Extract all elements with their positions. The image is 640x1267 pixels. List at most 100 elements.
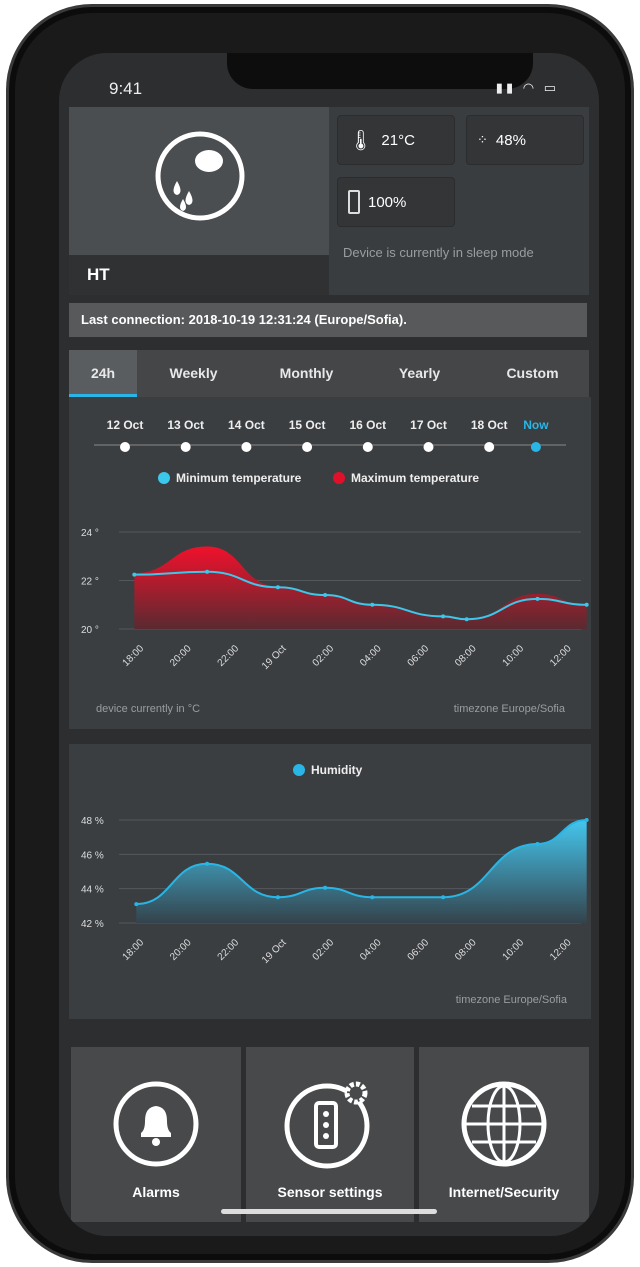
legend-label: Humidity — [311, 763, 363, 777]
timeline-day-label: 18 Oct — [471, 418, 508, 432]
battery-level-icon — [348, 190, 360, 214]
battery-value: 100% — [368, 193, 407, 211]
data-point — [134, 902, 139, 907]
timeline-day-dot[interactable] — [302, 442, 313, 452]
legend-label: Maximum temperature — [351, 471, 479, 485]
timeline-day-dot[interactable] — [120, 442, 130, 452]
legend-label: Minimum temperature — [176, 471, 302, 485]
alarms-label: Alarms — [132, 1184, 180, 1200]
device-name: HT — [69, 255, 329, 295]
x-tick-label: 02:00 — [311, 643, 337, 669]
tab-weekly[interactable]: Weekly — [169, 365, 218, 381]
screen: 9:41 ▮▮ ◠ ▭ HT 🌡 21°C ⁘ 48% 100% Device is… — [59, 53, 599, 1236]
data-point — [323, 593, 328, 598]
x-tick-label: 20:00 — [168, 937, 194, 963]
temperature-value: 21°C — [381, 131, 415, 149]
y-tick-label: 46 % — [81, 850, 104, 861]
x-tick-label: 06:00 — [406, 643, 432, 669]
thermometer-icon: 🌡 — [348, 129, 374, 152]
x-tick-label: 12:00 — [548, 937, 574, 963]
x-tick-label: 19 Oct — [260, 643, 289, 672]
temperature-tile: 🌡 21°C — [337, 115, 455, 165]
sensor-settings-label: Sensor settings — [277, 1184, 383, 1200]
x-tick-label: 22:00 — [216, 937, 242, 963]
x-tick-label: 04:00 — [358, 643, 384, 669]
timeline-day-dot[interactable] — [484, 442, 495, 452]
data-point — [441, 895, 446, 900]
wifi-icon: ◠ — [522, 80, 538, 95]
data-point — [584, 602, 589, 607]
x-tick-label: 10:00 — [501, 937, 527, 963]
home-indicator[interactable] — [221, 1209, 437, 1214]
x-tick-label: 08:00 — [453, 643, 479, 669]
alarms-button[interactable]: Alarms — [71, 1047, 241, 1222]
sensor-settings-button[interactable]: Sensor settings — [246, 1047, 414, 1222]
timeline-day-dot[interactable] — [423, 442, 434, 452]
data-point — [464, 617, 469, 622]
x-tick-label: 02:00 — [311, 937, 337, 963]
data-point — [275, 895, 280, 900]
tab-monthly[interactable]: Monthly — [279, 365, 334, 381]
timeline-day-label: 14 Oct — [228, 418, 265, 432]
humidity-chart: Humidity 48 % 46 % 44 % 42 % 18:00 20:00 22:00 1… — [81, 763, 589, 966]
data-point — [370, 602, 375, 607]
notch — [227, 53, 533, 89]
humidity-chart-panel: Humidity 48 % 46 % 44 % 42 % 18:00 20:00 22:00 1… — [69, 744, 591, 1019]
battery-icon: ▭ — [543, 80, 559, 95]
x-tick-label: 19 Oct — [260, 937, 289, 966]
timeline-day-dot[interactable] — [362, 442, 373, 452]
humidity-value: 48% — [495, 131, 526, 149]
period-tabs: 24h Weekly Monthly Yearly Custom — [69, 350, 589, 397]
x-tick-label: 18:00 — [121, 643, 147, 669]
x-tick-label: 04:00 — [358, 937, 384, 963]
internet-security-label: Internet/Security — [448, 1184, 560, 1200]
legend-marker — [333, 472, 345, 484]
tab-yearly[interactable]: Yearly — [398, 365, 441, 381]
legend-marker — [293, 764, 305, 776]
bell-icon — [113, 1081, 199, 1167]
x-tick-label: 20:00 — [168, 643, 194, 669]
phone-frame: 9:41 ▮▮ ◠ ▭ HT 🌡 21°C ⁘ 48% 100% Device is… — [6, 4, 634, 1263]
data-point — [205, 569, 210, 574]
y-tick-label: 20 ° — [81, 625, 99, 636]
y-tick-label: 22 ° — [81, 577, 99, 588]
x-tick-label: 18:00 — [121, 937, 147, 963]
timeline-day-dot[interactable] — [241, 442, 252, 452]
y-tick-label: 44 % — [81, 885, 104, 896]
status-time: 9:41 — [109, 79, 143, 98]
timeline-day-label: 17 Oct — [410, 418, 447, 432]
data-point — [205, 861, 210, 866]
x-tick-label: 06:00 — [406, 937, 432, 963]
signal-icon: ▮▮ — [495, 80, 517, 95]
data-point — [535, 596, 540, 601]
last-connection: Last connection: 2018-10-19 12:31:24 (Eu… — [69, 303, 587, 337]
temperature-chart-panel: 12 Oct 13 Oct 14 Oct 15 Oct 16 Oct 17 Oct 18 O… — [69, 397, 591, 729]
drops-icon: ⁘ — [477, 132, 488, 147]
series-area — [136, 820, 587, 923]
tab-24h[interactable]: 24h — [69, 350, 137, 397]
internet-security-button[interactable]: Internet/Security — [419, 1047, 589, 1222]
temperature-chart: 12 Oct 13 Oct 14 Oct 15 Oct 16 Oct 17 Oct 18 O… — [81, 418, 589, 672]
timeline-day-dot[interactable] — [530, 442, 541, 452]
y-tick-label: 42 % — [81, 919, 104, 930]
x-tick-label: 22:00 — [216, 643, 242, 669]
data-point — [370, 895, 375, 900]
legend-marker — [158, 472, 170, 484]
data-point — [132, 572, 137, 577]
timeline-day-label: Now — [523, 418, 549, 432]
timeline-day-label: 13 Oct — [167, 418, 204, 432]
data-point — [441, 614, 446, 619]
timeline-day-label: 15 Oct — [289, 418, 326, 432]
data-point — [323, 885, 328, 890]
tab-custom[interactable]: Custom — [506, 365, 559, 381]
data-point — [584, 818, 589, 822]
series-area — [134, 571, 587, 629]
status-icons: ▮▮ ◠ ▭ — [496, 80, 559, 96]
x-tick-label: 10:00 — [501, 643, 527, 669]
timeline-day-dot[interactable] — [180, 442, 191, 452]
timezone-note: timezone Europe/Sofia — [455, 994, 567, 1006]
x-tick-label: 12:00 — [548, 643, 574, 669]
y-tick-label: 24 ° — [81, 528, 99, 539]
humidity-tile: ⁘ 48% — [466, 115, 584, 165]
y-tick-label: 48 % — [81, 816, 104, 827]
